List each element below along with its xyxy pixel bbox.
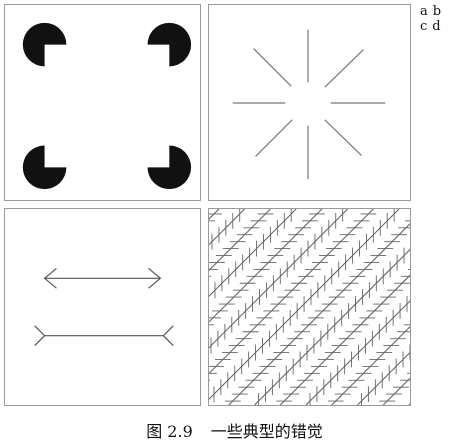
zollner-main-line xyxy=(209,209,246,246)
radial-line-southeast xyxy=(324,119,362,156)
kanizsa-illusion xyxy=(22,22,192,190)
arrow-inward-fins xyxy=(43,267,162,289)
zollner-main-line xyxy=(305,300,410,405)
zollner-main-line xyxy=(209,209,323,323)
pacman-bottom-right xyxy=(147,145,192,190)
figure-caption: 图 2.9 一些典型的错觉 xyxy=(0,418,469,442)
zollner-main-line xyxy=(331,326,410,405)
figure-panel-d xyxy=(208,208,411,406)
figure-number: 图 2.9 xyxy=(146,422,193,441)
zollner-main-line xyxy=(228,223,410,405)
pacman-top-left xyxy=(22,22,67,67)
pacman-top-right xyxy=(147,22,192,67)
zollner-main-line xyxy=(254,248,410,405)
label-a: a xyxy=(420,4,429,19)
label-d: d xyxy=(432,19,442,34)
pacman-bottom-left xyxy=(22,145,67,190)
figure-title: 一些典型的错觉 xyxy=(210,422,323,441)
label-c: c xyxy=(420,19,429,34)
zollner-main-line xyxy=(209,209,271,272)
zollner-main-line xyxy=(357,351,410,405)
ehrenstein-illusion xyxy=(232,29,386,180)
radial-line-northwest xyxy=(253,48,292,87)
label-b: b xyxy=(432,4,443,19)
figure-panel-a xyxy=(4,4,201,201)
zollner-main-line xyxy=(408,403,410,405)
zollner-main-line xyxy=(279,274,410,405)
figure-panel-c xyxy=(4,208,201,406)
zollner-illusion xyxy=(209,209,410,405)
radial-line-southwest xyxy=(255,119,293,157)
arrow-outward-fins xyxy=(34,325,174,347)
muller-lyer-illusion xyxy=(34,267,174,347)
radial-line-northeast xyxy=(324,49,364,88)
zollner-main-line xyxy=(209,209,220,220)
figure-panel-b xyxy=(208,4,411,201)
